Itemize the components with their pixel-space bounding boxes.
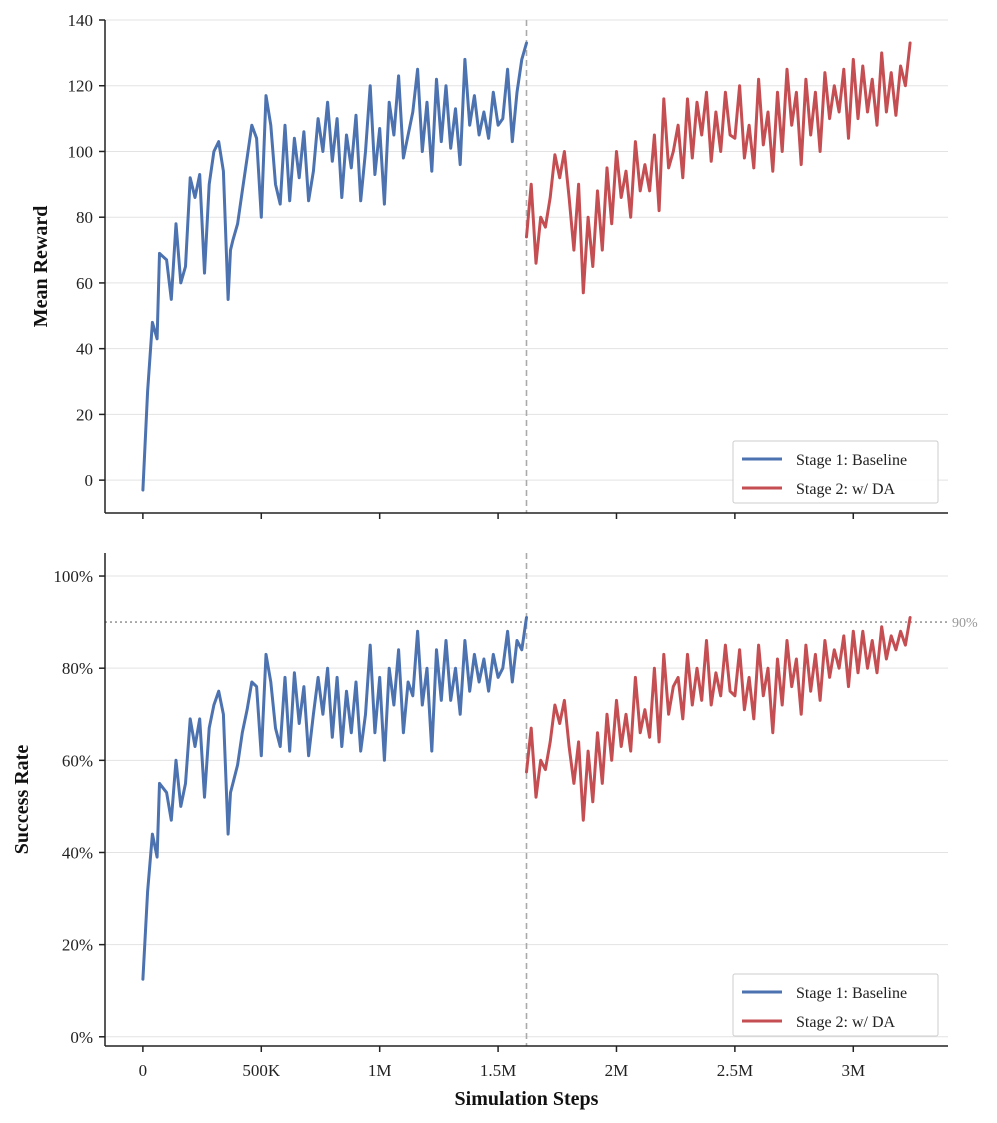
bottom-panel-success-rate: 90% 0% 20% 40% 60% 80% 100% 0 500K 1M 1.5M 2M 2.5M 3M…: [11, 553, 978, 1110]
y-tick-label: 40: [76, 340, 93, 359]
y-tick-label: 60%: [62, 751, 93, 770]
y-tick-label: 80%: [62, 659, 93, 678]
series-line-baseline: [141, 41, 528, 492]
x-tick-label: 2M: [605, 1061, 629, 1080]
legend-label: Stage 1: Baseline: [796, 452, 907, 469]
y-tick-label: 100: [68, 142, 94, 161]
x-tick-label: 1M: [368, 1061, 392, 1080]
legend-label: Stage 2: w/ DA: [796, 1014, 896, 1031]
x-tick-label: 2.5M: [717, 1061, 753, 1080]
y-tick-label: 80: [76, 208, 93, 227]
reference-line-label: 90%: [952, 616, 978, 631]
y-tick-label: 20%: [62, 936, 93, 955]
x-tick-label: 0: [139, 1061, 148, 1080]
y-tick-label: 120: [68, 77, 94, 96]
top-panel-reward: 0 20 40 60 80 100 120 140 Mean Reward Stage 1: Ba…: [30, 11, 948, 519]
y-tick-label: 40%: [62, 843, 93, 862]
x-tick-label: 3M: [841, 1061, 865, 1080]
legend-label: Stage 2: w/ DA: [796, 481, 896, 498]
y-tick-label: 100%: [53, 567, 93, 586]
legend-box: [732, 440, 939, 504]
legend: Stage 1: Baseline Stage 2: w/ DA: [732, 440, 939, 504]
y-axis-title: Success Rate: [11, 745, 33, 855]
legend-label: Stage 1: Baseline: [796, 985, 907, 1002]
series-line-w-da: [525, 616, 912, 822]
y-tick-label: 0: [85, 471, 94, 490]
y-tick-label: 60: [76, 274, 93, 293]
x-axis-title: Simulation Steps: [455, 1088, 599, 1110]
y-tick-label: 20: [76, 405, 93, 424]
y-tick-label: 140: [68, 11, 94, 30]
y-axis-title: Mean Reward: [30, 206, 52, 328]
x-tick-label: 500K: [242, 1061, 281, 1080]
x-tick-label: 1.5M: [480, 1061, 516, 1080]
legend: Stage 1: Baseline Stage 2: w/ DA: [732, 973, 939, 1037]
y-tick-label: 0%: [70, 1028, 93, 1047]
series-line-baseline: [141, 616, 528, 981]
legend-box: [732, 973, 939, 1037]
series-line-w-da: [525, 41, 912, 295]
